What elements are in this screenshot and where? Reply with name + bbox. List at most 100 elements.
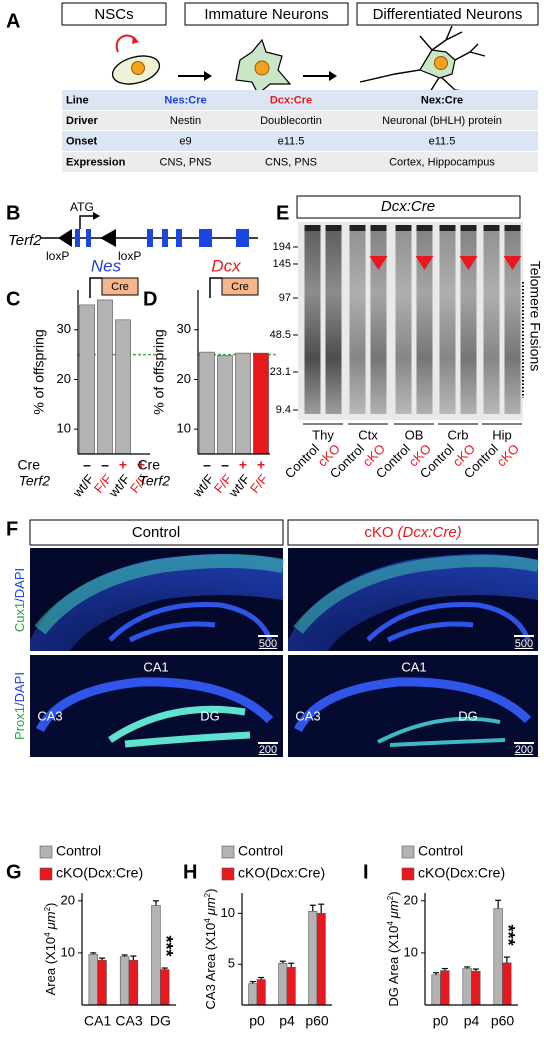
tissue-label: Thy bbox=[312, 427, 334, 442]
nucleus bbox=[434, 56, 448, 70]
start-arrow bbox=[79, 215, 96, 229]
label-text: CA3 Area (X10 bbox=[203, 923, 218, 1010]
region-label: DG bbox=[458, 708, 478, 723]
legend-swatch bbox=[39, 845, 53, 859]
legend-label: Control bbox=[56, 843, 101, 859]
bar bbox=[248, 983, 258, 1006]
bar bbox=[217, 355, 233, 455]
chart-title: Dcx bbox=[211, 256, 241, 275]
label-exponent: 4 bbox=[203, 918, 212, 923]
loxp-site bbox=[100, 229, 116, 247]
column-title: Control bbox=[132, 524, 180, 541]
y-tick-label: 5 bbox=[228, 956, 235, 971]
bar bbox=[97, 959, 107, 1006]
driver-label: Cre bbox=[231, 281, 249, 293]
exon bbox=[199, 229, 212, 247]
region-label: CA3 bbox=[37, 708, 62, 723]
y-tick-label: 30 bbox=[177, 321, 191, 336]
start-codon: ATG bbox=[70, 200, 94, 214]
table-cell: e9 bbox=[179, 135, 191, 147]
gel-lane bbox=[325, 228, 342, 414]
scale-bar-label: 500 bbox=[259, 638, 277, 650]
bar bbox=[493, 908, 503, 1006]
legend-swatch bbox=[39, 867, 53, 881]
table-cell: Cortex, Hippocampus bbox=[389, 156, 495, 168]
label-close: ) bbox=[386, 891, 401, 895]
fusion-arrowhead bbox=[503, 256, 522, 270]
panel-label: B bbox=[6, 202, 20, 224]
gel-well bbox=[395, 225, 412, 231]
ca-field bbox=[35, 677, 274, 733]
row-label: Prox1/DAPI bbox=[12, 672, 27, 740]
header-box bbox=[287, 519, 539, 546]
significance: *** bbox=[498, 925, 518, 946]
gel-well bbox=[416, 225, 433, 231]
label-unit: μm bbox=[43, 911, 58, 930]
x-tick-label: p60 bbox=[491, 1013, 515, 1029]
y-tick-label: 10 bbox=[61, 944, 75, 959]
gel-lane bbox=[439, 228, 456, 414]
legend-swatch bbox=[401, 845, 415, 859]
scale-bar-label: 200 bbox=[259, 744, 277, 756]
gel-lane bbox=[483, 228, 500, 414]
hippocampus bbox=[108, 601, 273, 643]
table-cell: Nes:Cre bbox=[164, 94, 206, 106]
gel-well bbox=[460, 225, 477, 231]
legend-swatch bbox=[401, 867, 415, 881]
bar bbox=[97, 299, 113, 455]
panel-label: C bbox=[6, 288, 20, 310]
cre-status: – bbox=[101, 457, 109, 473]
legend-label: cKO(Dcx:Cre) bbox=[56, 865, 143, 881]
panel-label: G bbox=[6, 861, 22, 883]
legend-swatch bbox=[221, 845, 235, 859]
stain-marker: Prox1 bbox=[12, 706, 27, 740]
cre-status: + bbox=[257, 457, 265, 473]
x-tick-label: F/F bbox=[247, 471, 271, 496]
x-tick-label: CA3 bbox=[115, 1013, 142, 1029]
region-label: CA1 bbox=[401, 659, 426, 674]
y-tick-label: 10 bbox=[404, 944, 418, 959]
y-axis-label: % of offspring bbox=[151, 329, 167, 414]
gene-model bbox=[40, 212, 258, 247]
bar bbox=[440, 970, 450, 1006]
ca-field bbox=[293, 677, 532, 733]
tissue-label: Ctx bbox=[358, 427, 378, 442]
x-tick-label: p4 bbox=[279, 1013, 295, 1029]
gel-well bbox=[370, 225, 387, 231]
size-marker: 97 bbox=[279, 292, 291, 304]
significance: *** bbox=[156, 936, 176, 957]
x-tick-label: p60 bbox=[305, 1013, 329, 1029]
label-unit-exponent: 2 bbox=[43, 906, 52, 911]
label-unit-exponent: 2 bbox=[386, 895, 395, 900]
table-cell: Dcx:Cre bbox=[270, 94, 312, 106]
table-cell: e11.5 bbox=[278, 135, 305, 147]
bar bbox=[278, 962, 288, 1006]
exon bbox=[176, 229, 182, 247]
label-close: ) bbox=[203, 889, 218, 893]
histology bbox=[29, 519, 540, 757]
gel-lane bbox=[460, 228, 477, 414]
table-cell: Doublecortin bbox=[260, 115, 322, 127]
arrow-head bbox=[329, 71, 337, 81]
panel-label: H bbox=[183, 861, 197, 883]
label-exponent: 4 bbox=[386, 921, 395, 926]
panel-label: I bbox=[363, 861, 369, 883]
y-axis-label: Area (X104 μm2) bbox=[43, 903, 59, 996]
y-tick-label: 10 bbox=[177, 421, 191, 436]
row-header: Expression bbox=[66, 156, 126, 168]
bar bbox=[253, 352, 269, 455]
gel-lane bbox=[370, 228, 387, 414]
gel-title: Dcx:Cre bbox=[381, 198, 435, 215]
panel-label: A bbox=[6, 10, 20, 32]
size-marker: 48.5 bbox=[270, 329, 291, 341]
gel-well bbox=[504, 225, 521, 231]
tissue-label: Crb bbox=[448, 427, 469, 442]
driver-box bbox=[101, 277, 139, 296]
x-tick-label: p0 bbox=[433, 1013, 449, 1029]
scale-bar-label: 500 bbox=[515, 638, 533, 650]
hippocampus bbox=[366, 601, 531, 643]
stage-label: NSCs bbox=[94, 6, 133, 23]
arrow-head bbox=[93, 212, 100, 220]
loxp-label: loxP bbox=[118, 249, 141, 263]
stage-label: Differentiated Neurons bbox=[373, 6, 523, 23]
